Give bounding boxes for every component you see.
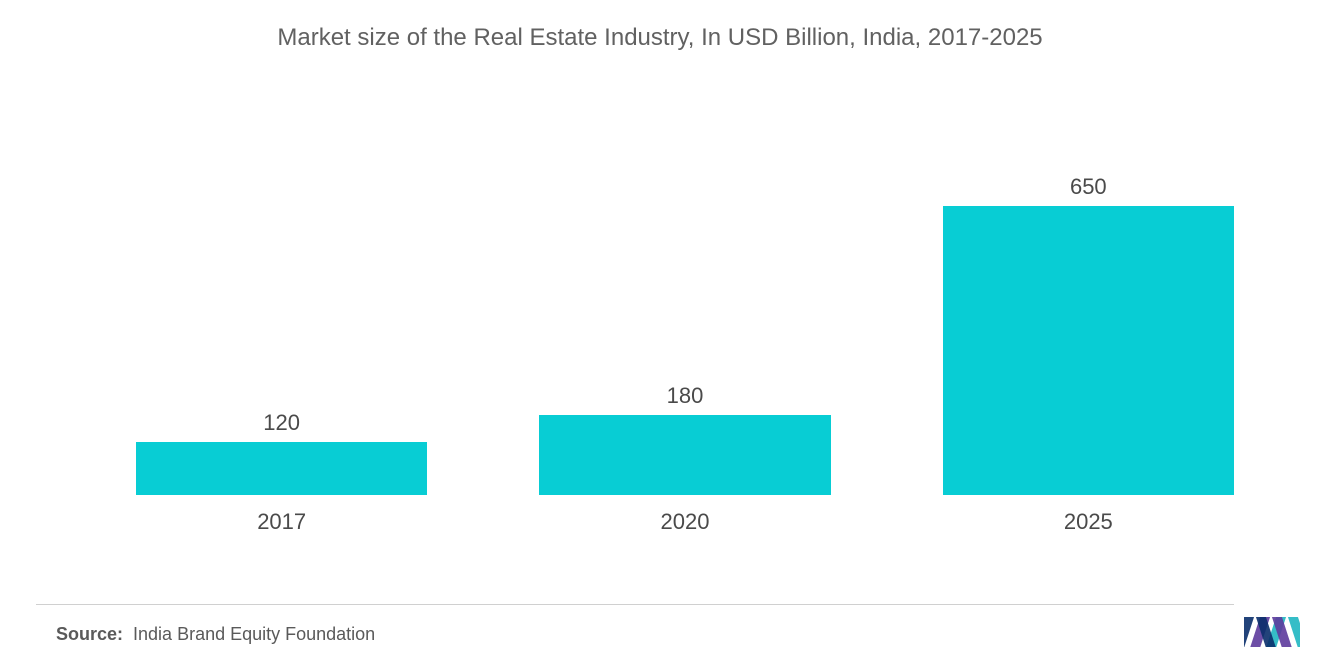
bar-slot: 120 [80, 70, 483, 495]
brand-logo-icon [1244, 611, 1300, 651]
bar-slot: 650 [887, 70, 1290, 495]
source-label: Source: [56, 624, 123, 645]
bar-value-label: 650 [1070, 174, 1107, 200]
chart-title: Market size of the Real Estate Industry,… [0, 24, 1320, 52]
x-axis-labels: 201720202025 [80, 501, 1290, 535]
source-text: India Brand Equity Foundation [133, 624, 375, 645]
x-axis-label: 2025 [887, 501, 1290, 535]
bars-container: 120 180 650 [80, 70, 1290, 495]
bar [943, 206, 1234, 495]
source-line: Source: India Brand Equity Foundation [56, 624, 375, 645]
x-axis-label: 2020 [483, 501, 886, 535]
footer-divider [36, 604, 1234, 605]
plot-area: 120 180 650 [80, 70, 1290, 495]
bar-value-label: 180 [667, 383, 704, 409]
bar [539, 415, 830, 495]
bar [136, 442, 427, 495]
x-axis-label: 2017 [80, 501, 483, 535]
bar-slot: 180 [483, 70, 886, 495]
bar-value-label: 120 [263, 410, 300, 436]
